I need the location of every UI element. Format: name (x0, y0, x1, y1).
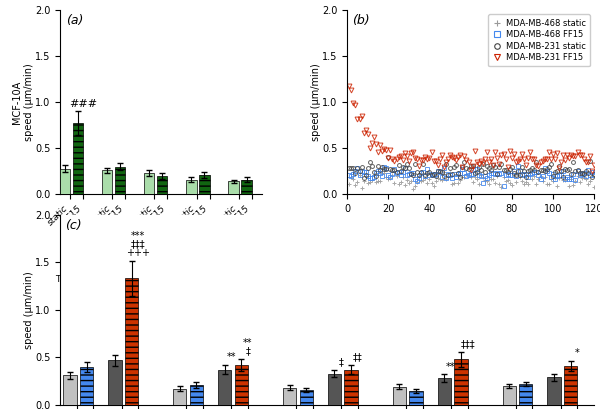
Text: T = 10 min: T = 10 min (136, 275, 186, 284)
Text: *: * (575, 348, 580, 358)
Bar (73, 124, 83, 194)
Bar (393, 387, 406, 405)
Bar (144, 173, 154, 194)
Bar (108, 360, 122, 405)
Bar (283, 388, 296, 405)
Text: **: ** (446, 362, 455, 372)
Bar (235, 365, 248, 405)
Bar (229, 182, 239, 194)
Bar (454, 359, 467, 405)
Text: **: ** (227, 352, 236, 362)
Legend: MDA-MB-468 static, MDA-MB-468 FF15, MDA-MB-231 static, MDA-MB-231 FF15: MDA-MB-468 static, MDA-MB-468 FF15, MDA-… (488, 14, 590, 66)
Bar (564, 366, 577, 405)
Bar (218, 370, 232, 405)
Text: ‡‡: ‡‡ (353, 352, 362, 362)
Bar (64, 375, 77, 405)
Text: T = 5 min: T = 5 min (97, 275, 141, 284)
Bar (173, 389, 187, 405)
Bar (157, 176, 167, 194)
Bar (547, 378, 561, 405)
Bar (115, 167, 125, 194)
Text: ‡‡‡: ‡‡‡ (460, 339, 475, 349)
Bar (80, 367, 93, 405)
Text: ***
‡‡‡
+++: *** ‡‡‡ +++ (126, 231, 150, 258)
Text: **
‡: ** ‡ (243, 337, 253, 356)
Bar (190, 385, 203, 405)
Text: T = 30 min: T = 30 min (220, 275, 270, 284)
Bar (186, 180, 197, 194)
Bar (60, 169, 70, 194)
Text: (c): (c) (65, 218, 82, 231)
Y-axis label: speed (μm/min): speed (μm/min) (311, 63, 321, 141)
Text: ‡: ‡ (339, 357, 344, 367)
Bar (409, 391, 422, 405)
Bar (199, 175, 209, 194)
Bar (241, 180, 251, 194)
Bar (344, 370, 358, 405)
Text: (b): (b) (352, 14, 370, 27)
Bar (503, 386, 516, 405)
Bar (519, 384, 532, 405)
Y-axis label: MCF-10A
speed (μm/min): MCF-10A speed (μm/min) (12, 63, 34, 141)
Text: T = 20 min: T = 20 min (178, 275, 228, 284)
Bar (102, 170, 112, 194)
Y-axis label: speed (μm/min): speed (μm/min) (23, 271, 34, 349)
Bar (125, 279, 138, 405)
Bar (328, 373, 341, 405)
Text: (a): (a) (66, 14, 83, 27)
Text: ###: ### (69, 99, 97, 109)
X-axis label: Time (min): Time (min) (444, 220, 497, 229)
Text: T = 1 min: T = 1 min (55, 275, 99, 284)
Bar (437, 378, 451, 405)
Bar (299, 390, 313, 405)
